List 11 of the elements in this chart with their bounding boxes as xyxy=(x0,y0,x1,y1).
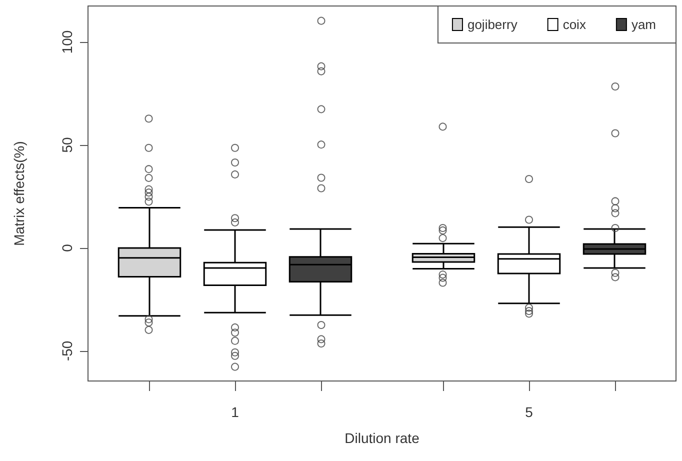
y-tick-label: 0 xyxy=(59,244,75,252)
y-tick-label: 50 xyxy=(59,137,75,153)
legend-label: gojiberry xyxy=(467,17,518,32)
legend-label: yam xyxy=(631,17,656,32)
y-axis-title: Matrix effects(%) xyxy=(11,141,27,246)
legend-label: coix xyxy=(562,17,586,32)
y-tick-label: -50 xyxy=(59,340,75,362)
x-axis-title: Dilution rate xyxy=(344,430,420,446)
x-tick-label: 5 xyxy=(525,404,534,420)
x-tick-label: 1 xyxy=(231,404,240,420)
y-tick-label: 100 xyxy=(59,30,75,54)
